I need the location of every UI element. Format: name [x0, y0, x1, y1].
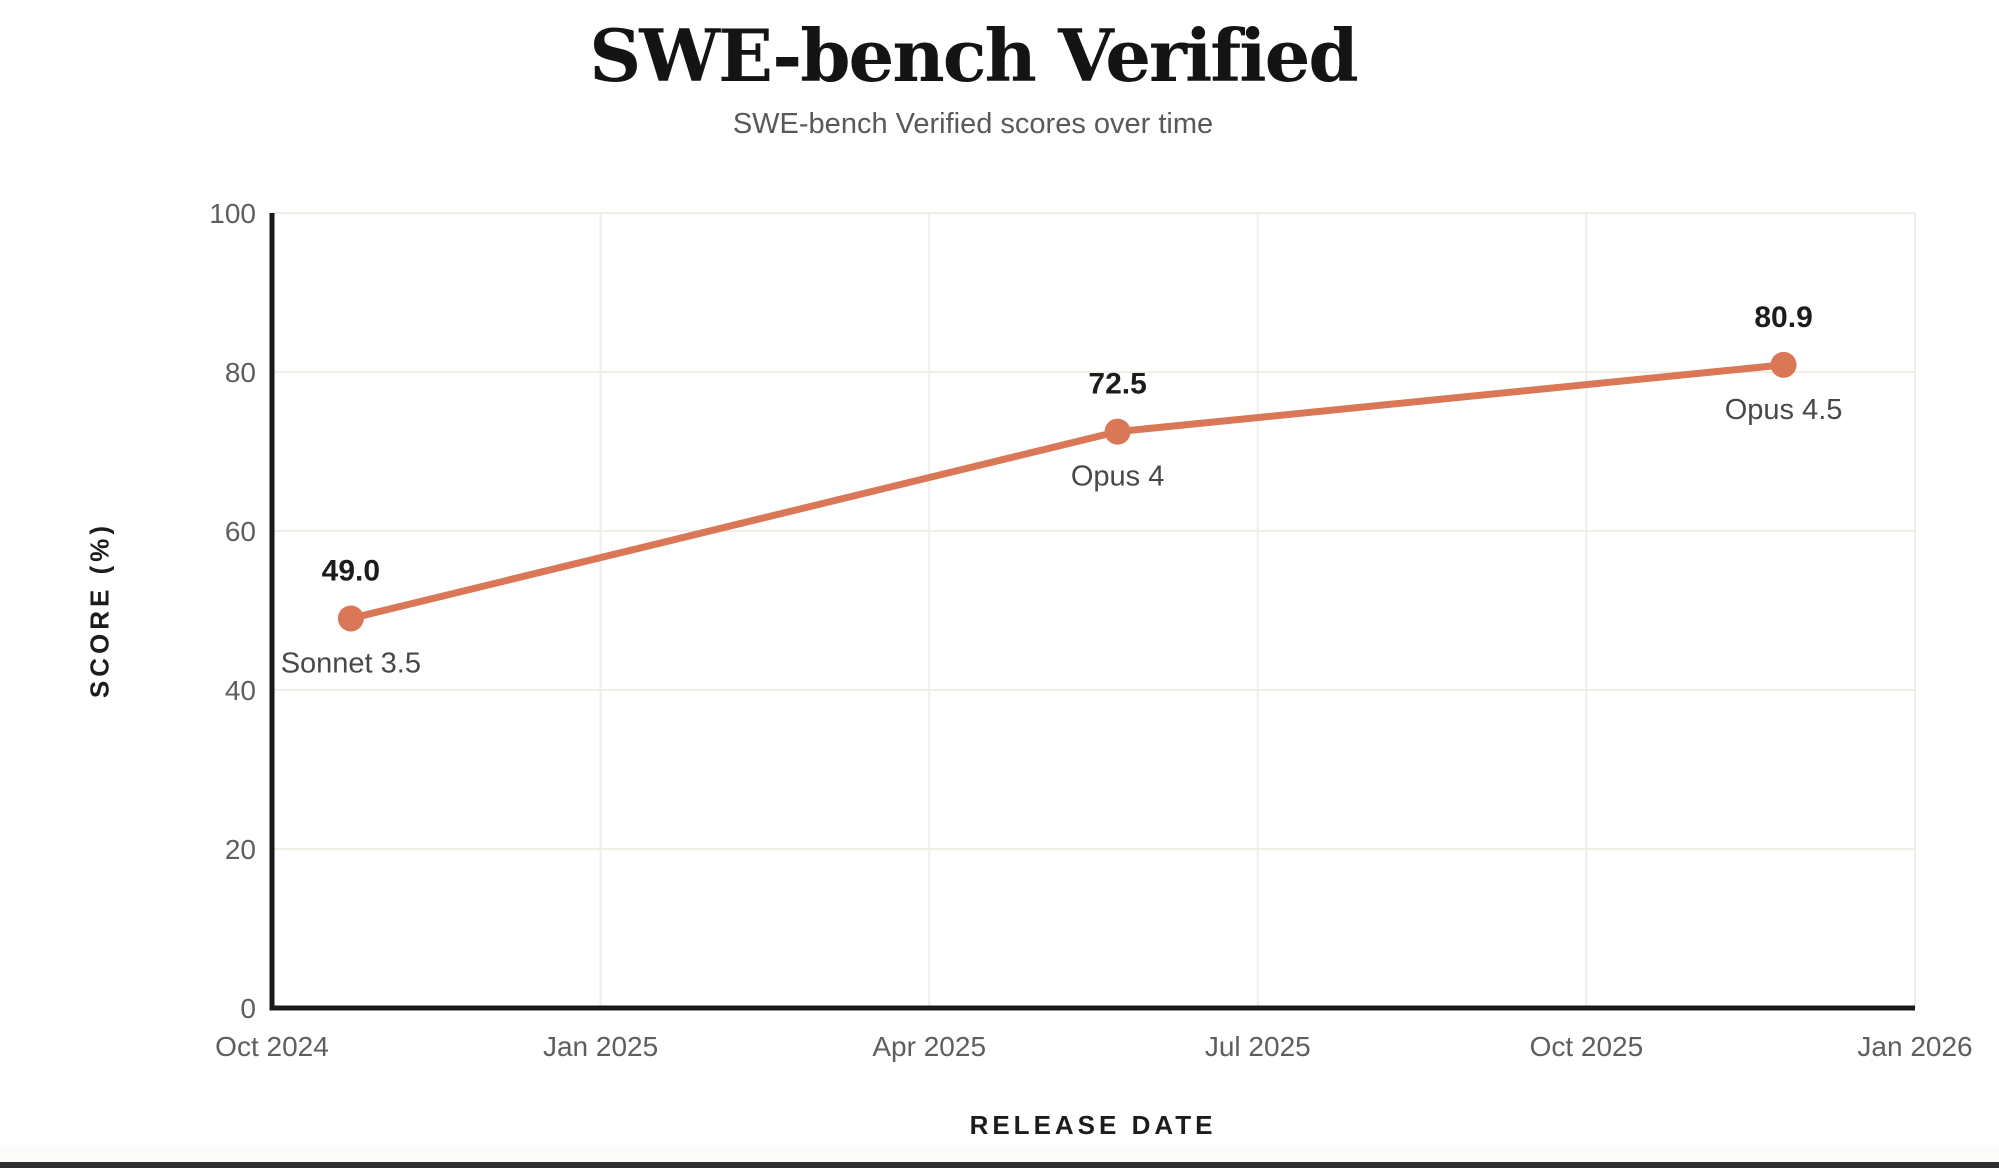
value-label-opus-4.5: 80.9 — [1754, 301, 1812, 334]
y-tick-label-0: 0 — [240, 993, 256, 1024]
x-tick-label-jul-2025: Jul 2025 — [1205, 1031, 1311, 1062]
page-footer-divider-line — [0, 1162, 1999, 1168]
x-tick-label-apr-2025: Apr 2025 — [872, 1031, 986, 1062]
value-label-opus-4: 72.5 — [1088, 368, 1146, 401]
chart-header: SWE-bench Verified SWE-bench Verified sc… — [0, 18, 1946, 139]
x-tick-label-oct-2025: Oct 2025 — [1530, 1031, 1644, 1062]
series-line-swe-bench-verified-score — [347, 361, 1788, 622]
y-axis-caption: SCORE (%) — [84, 521, 115, 699]
value-label-sonnet-3.5: 49.0 — [322, 554, 380, 587]
model-label-opus-4: Opus 4 — [1071, 461, 1165, 493]
y-tick-label-40: 40 — [225, 675, 256, 706]
model-label-sonnet-3.5: Sonnet 3.5 — [281, 647, 421, 679]
data-point-opus-4 — [1104, 418, 1131, 445]
x-tick-label-jan-2025: Jan 2025 — [543, 1031, 658, 1062]
x-axis-caption: RELEASE DATE — [969, 1110, 1217, 1140]
x-tick-label-oct-2024: Oct 2024 — [215, 1031, 329, 1062]
y-tick-label-60: 60 — [225, 516, 256, 547]
model-label-opus-4.5: Opus 4.5 — [1725, 394, 1843, 426]
data-point-sonnet-3.5 — [337, 605, 364, 632]
chart-title: SWE-bench Verified — [589, 13, 1359, 98]
y-tick-label-80: 80 — [225, 357, 256, 388]
y-tick-label-100: 100 — [209, 198, 256, 229]
x-tick-label-jan-2026: Jan 2026 — [1857, 1031, 1972, 1062]
data-point-opus-4.5 — [1770, 351, 1797, 378]
page-footer-strip — [0, 1147, 1999, 1162]
y-tick-label-20: 20 — [225, 834, 256, 865]
chart-subtitle: SWE-bench Verified scores over time — [732, 107, 1214, 140]
